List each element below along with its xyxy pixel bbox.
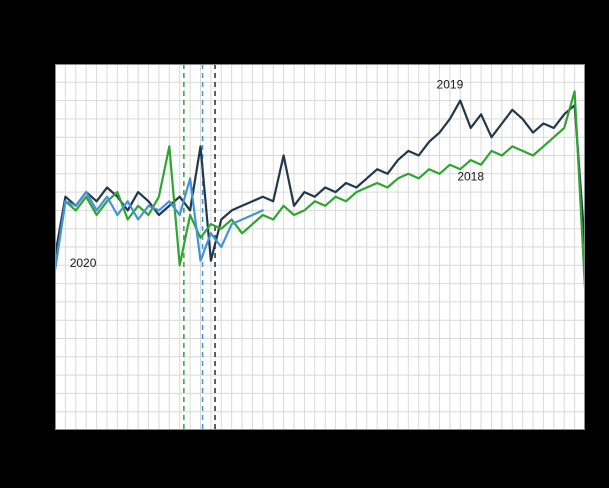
plot-area: 2019 2018 2020 [55, 64, 585, 430]
series-line-2020 [55, 177, 264, 271]
chart-canvas: 2019 2018 2020 [55, 64, 585, 430]
series-line-2019 [55, 99, 585, 262]
series-line-2018 [55, 90, 585, 290]
series-label-2020: 2020 [70, 256, 97, 270]
series-label-2018: 2018 [457, 170, 484, 184]
series-label-2019: 2019 [437, 78, 464, 92]
gridlines [55, 64, 585, 430]
plot-frame [55, 64, 585, 430]
